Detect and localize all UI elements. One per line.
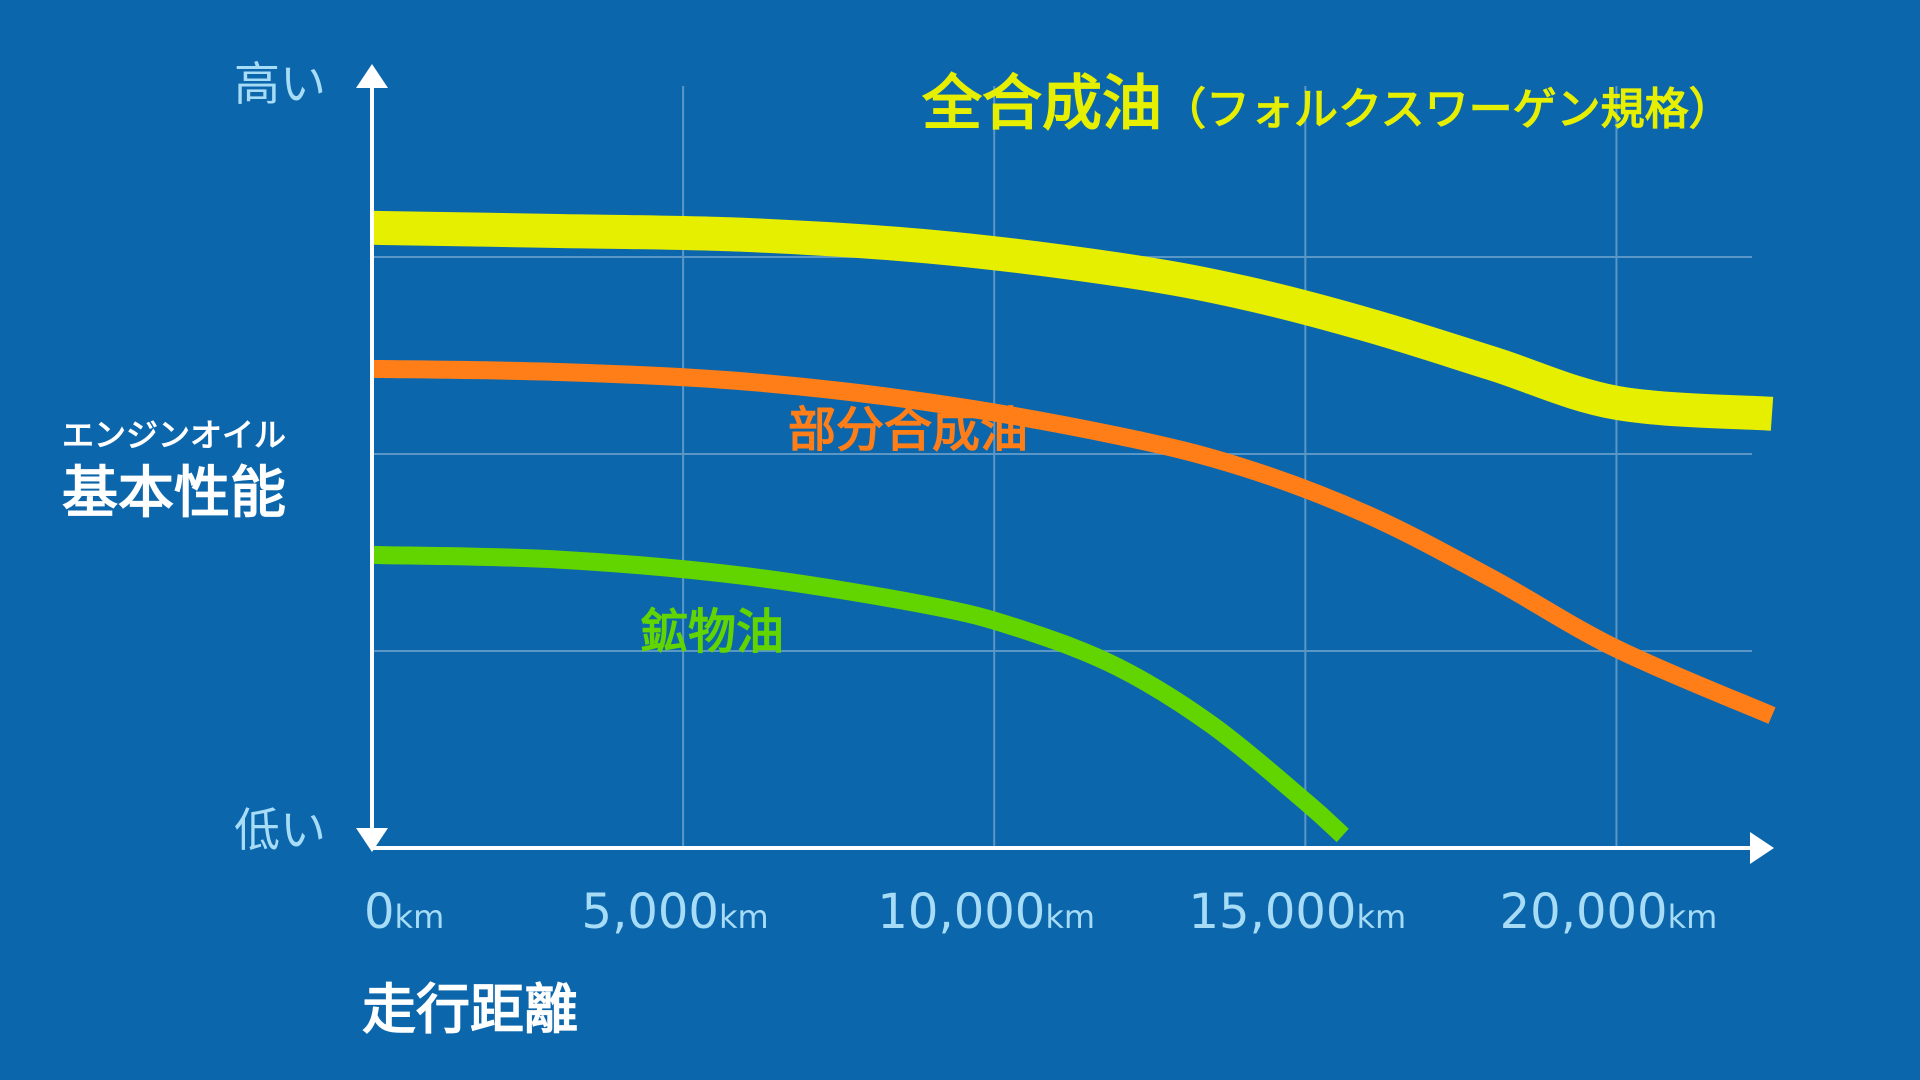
x-tick-labels: 0km 5,000km 10,000km 15,000km 20,000km (364, 884, 1717, 940)
x-tick-unit-3: km (1356, 898, 1406, 936)
series-label-synthetic-suffix: （フォルクスワーゲン規格） (1162, 84, 1733, 135)
grid (372, 86, 1752, 846)
x-tick-unit-0: km (395, 898, 445, 936)
x-tick-unit-1: km (719, 898, 769, 936)
y-high-label: 高い (234, 57, 326, 111)
x-tick-label-1: 5,000km (582, 884, 769, 940)
x-tick-unit-2: km (1045, 898, 1095, 936)
series-lines (371, 210, 1776, 843)
x-tick-value-3: 15,000 (1189, 884, 1357, 940)
x-tick-value-2: 10,000 (877, 884, 1045, 940)
y-axis-title-main: 基本性能 (62, 461, 286, 526)
axes (356, 64, 1774, 864)
y-low-label: 低い (234, 803, 326, 857)
x-tick-label-4: 20,000km (1500, 884, 1718, 940)
series-label-synthetic-name: 全合成油 (921, 69, 1162, 139)
x-axis-title: 走行距離 (362, 978, 578, 1041)
x-tick-value-0: 0 (364, 884, 395, 940)
x-tick-label-3: 15,000km (1189, 884, 1407, 940)
x-tick-label-0: 0km (364, 884, 444, 940)
series-line-semi-synthetic (371, 359, 1776, 724)
y-axis-arrow-up (356, 64, 388, 88)
series-label-mineral: 鉱物油 (640, 604, 784, 660)
x-tick-unit-4: km (1668, 898, 1718, 936)
y-axis-title-top: エンジンオイル (62, 416, 286, 454)
series-labels: 全合成油（フォルクスワーゲン規格） 部分合成油 鉱物油 (640, 69, 1733, 660)
series-label-semi-synthetic: 部分合成油 (788, 402, 1028, 458)
x-tick-value-1: 5,000 (582, 884, 719, 940)
series-label-synthetic: 全合成油（フォルクスワーゲン規格） (921, 69, 1733, 139)
series-line-synthetic (371, 210, 1774, 431)
x-tick-label-2: 10,000km (877, 884, 1095, 940)
x-tick-value-4: 20,000 (1500, 884, 1668, 940)
x-axis-arrow-right (1750, 832, 1774, 864)
series-line-mineral (371, 545, 1349, 843)
y-axis-arrow-down (356, 828, 388, 852)
